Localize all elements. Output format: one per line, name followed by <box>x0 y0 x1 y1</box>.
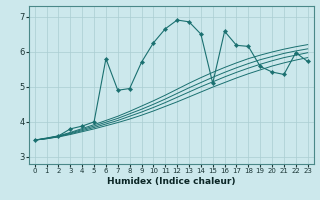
X-axis label: Humidex (Indice chaleur): Humidex (Indice chaleur) <box>107 177 236 186</box>
